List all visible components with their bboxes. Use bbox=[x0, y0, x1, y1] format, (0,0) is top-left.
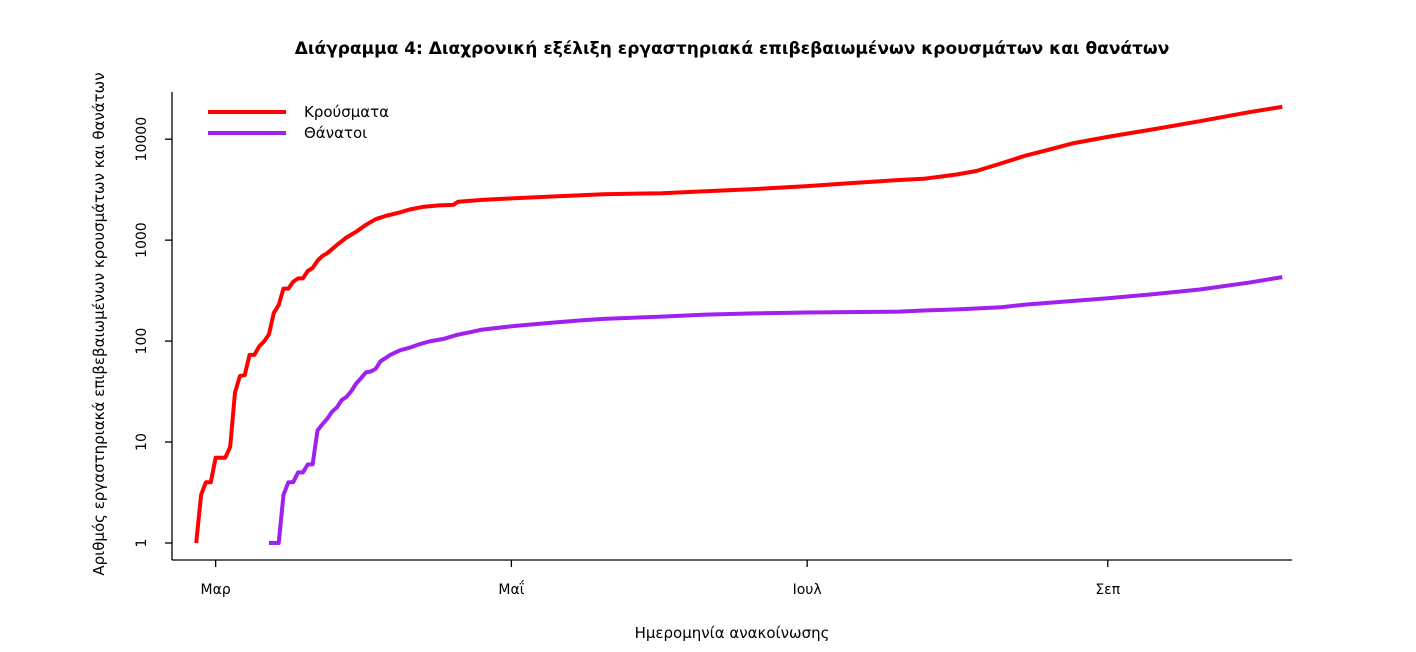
y-tick-label: 10000 bbox=[134, 117, 150, 162]
y-tick-label: 1000 bbox=[134, 222, 150, 258]
series-layer bbox=[194, 104, 1283, 545]
y-axis-ticks: 1 10 100 1000 10000 bbox=[134, 117, 172, 548]
x-axis-label: Ημερομηνία ανακοίνωσης bbox=[635, 624, 830, 642]
legend-label: Κρούσματα bbox=[304, 103, 389, 121]
x-axis-ticks: Μαρ Μαΐ Ιουλ Σεπ bbox=[201, 560, 1121, 598]
x-tick-label: Σεπ bbox=[1095, 582, 1120, 598]
y-tick-label: 10 bbox=[134, 433, 150, 451]
legend-label: Θάνατοι bbox=[304, 124, 367, 142]
x-tick-label: Ιουλ bbox=[793, 582, 822, 598]
series-line-cases bbox=[194, 104, 1283, 544]
y-tick-label: 100 bbox=[134, 328, 150, 355]
y-tick-label: 1 bbox=[134, 539, 150, 548]
legend: Κρούσματα Θάνατοι bbox=[208, 103, 389, 142]
x-tick-label: Μαρ bbox=[201, 582, 231, 598]
chart-title: Διάγραμμα 4: Διαχρονική εξέλιξη εργαστηρ… bbox=[295, 39, 1170, 59]
y-axis-label: Αριθμός εργαστηριακά επιβεβαιωμένων κρου… bbox=[90, 72, 108, 575]
x-tick-label: Μαΐ bbox=[498, 580, 524, 598]
series-line-deaths bbox=[269, 275, 1283, 545]
